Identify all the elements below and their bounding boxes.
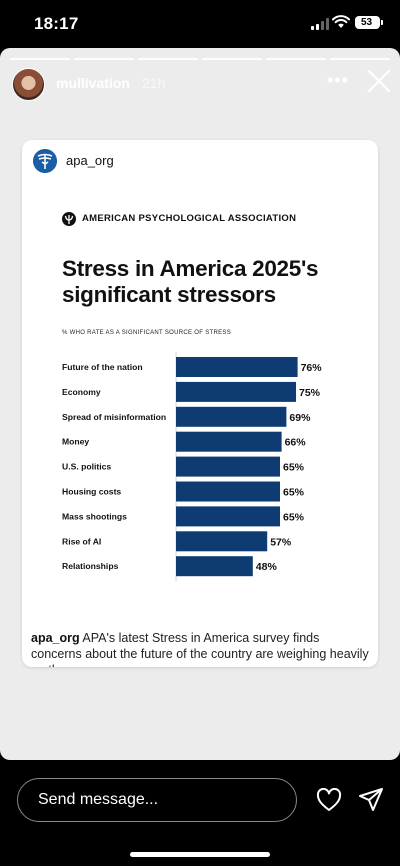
story-progress-segment — [266, 58, 326, 60]
bar — [176, 381, 296, 402]
story-progress-bar — [10, 58, 390, 60]
category-label: Housing costs — [62, 487, 121, 497]
send-message-input[interactable]: Send message... — [17, 778, 297, 822]
story-progress-segment — [330, 58, 390, 60]
category-label: Money — [62, 437, 89, 447]
value-label: 69% — [289, 412, 311, 424]
category-label: Rise of AI — [62, 536, 101, 546]
value-label: 65% — [283, 462, 305, 474]
story-progress-segment — [202, 58, 262, 60]
send-icon[interactable] — [358, 787, 384, 813]
bar — [176, 481, 280, 502]
shared-post-card[interactable]: apa_org AMERICAN PSYCHOLOGICAL ASSOCIATI… — [22, 140, 378, 667]
home-indicator[interactable] — [130, 852, 270, 857]
org-name: AMERICAN PSYCHOLOGICAL ASSOCIATION — [82, 213, 297, 224]
status-bar: 18:17 53 — [0, 0, 400, 48]
cellular-signal-icon — [311, 18, 329, 30]
heart-icon[interactable] — [316, 788, 342, 812]
more-horizontal-icon[interactable]: ••• — [327, 70, 349, 90]
value-label: 57% — [270, 536, 292, 548]
category-label: Relationships — [62, 561, 119, 571]
category-label: Economy — [62, 387, 101, 397]
story-progress-segment — [74, 58, 134, 60]
battery-level: 53 — [360, 17, 373, 28]
value-label: 76% — [301, 362, 323, 374]
category-label: Future of the nation — [62, 362, 143, 372]
send-message-placeholder: Send message... — [38, 791, 159, 808]
bar-chart: Future of the nation 76% Economy 75% Spread … — [62, 352, 323, 582]
bar — [176, 357, 298, 377]
status-time: 18:17 — [34, 14, 79, 33]
value-label: 75% — [299, 387, 321, 399]
bar — [176, 531, 268, 552]
post-caption: apa_org APA's latest Stress in America s… — [31, 630, 371, 667]
apa-logo-icon[interactable] — [33, 149, 57, 173]
bar — [176, 556, 253, 577]
caption-text: APA's latest Stress in America survey fi… — [31, 631, 369, 667]
story-username[interactable]: mullivation — [56, 75, 130, 91]
story-viewer[interactable]: mullivation 21h ••• apa_org AMERICAN PSY… — [0, 48, 400, 760]
post-header: apa_org — [22, 140, 378, 182]
story-progress-segment — [138, 58, 198, 60]
category-label: Mass shootings — [62, 511, 127, 521]
chart-subtitle: % WHO RATE AS A SIGNIFICANT SOURCE OF ST… — [62, 330, 232, 336]
close-icon[interactable] — [366, 68, 392, 94]
battery-icon: 53 — [355, 16, 383, 29]
caption-username[interactable]: apa_org — [31, 631, 80, 645]
chart-title: Stress in America 2025's significant str… — [62, 256, 319, 307]
post-username[interactable]: apa_org — [66, 153, 114, 168]
bar — [176, 506, 280, 527]
story-time-ago: 21h — [142, 75, 166, 91]
category-label: U.S. politics — [62, 462, 111, 472]
apa-psi-icon — [62, 212, 76, 226]
value-label: 65% — [283, 511, 305, 523]
bar — [176, 456, 280, 477]
value-label: 66% — [285, 437, 307, 449]
value-label: 48% — [256, 561, 278, 573]
avatar[interactable] — [12, 68, 45, 101]
wifi-icon — [332, 15, 350, 28]
story-header: mullivation 21h ••• — [0, 68, 400, 108]
bar — [176, 431, 282, 452]
category-label: Spread of misinformation — [62, 412, 166, 422]
post-image: AMERICAN PSYCHOLOGICAL ASSOCIATION Stres… — [22, 182, 378, 622]
story-progress-segment — [10, 58, 70, 60]
value-label: 65% — [283, 487, 305, 499]
bar — [176, 406, 287, 427]
